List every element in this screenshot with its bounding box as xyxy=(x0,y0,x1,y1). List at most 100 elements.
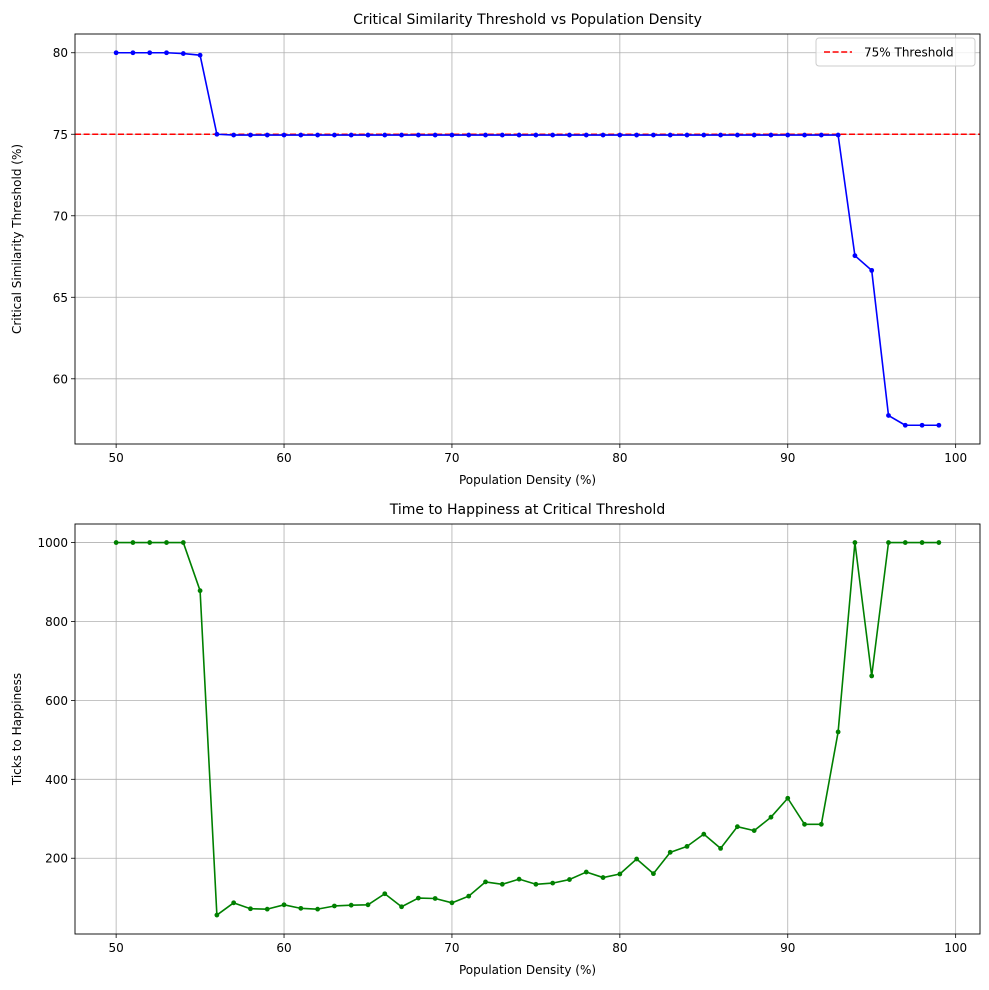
y-axis-label: Critical Similarity Threshold (%) xyxy=(10,144,24,334)
data-point xyxy=(583,132,589,138)
data-point xyxy=(617,132,623,138)
data-point xyxy=(869,267,875,273)
data-point xyxy=(466,893,472,899)
data-point xyxy=(684,132,690,138)
data-point xyxy=(281,902,287,908)
y-tick-label: 75 xyxy=(53,128,68,142)
data-point xyxy=(617,871,623,877)
data-point xyxy=(550,132,556,138)
data-point xyxy=(667,132,673,138)
data-point xyxy=(516,876,522,882)
data-point xyxy=(902,422,908,428)
data-point xyxy=(751,828,757,834)
data-point xyxy=(298,905,304,911)
data-point xyxy=(768,814,774,820)
x-tick-label: 60 xyxy=(276,451,291,465)
x-tick-label: 50 xyxy=(108,941,123,955)
data-point xyxy=(802,132,807,138)
data-point xyxy=(264,132,270,138)
data-point xyxy=(365,132,371,138)
data-point xyxy=(701,132,707,138)
data-point xyxy=(399,132,404,138)
data-point xyxy=(684,843,690,849)
x-tick-label: 100 xyxy=(944,941,967,955)
x-tick-label: 60 xyxy=(276,941,291,955)
data-point xyxy=(399,904,404,910)
x-tick-label: 90 xyxy=(780,451,795,465)
data-point xyxy=(113,540,119,545)
data-point xyxy=(231,132,237,138)
x-tick-label: 80 xyxy=(612,451,627,465)
data-point xyxy=(651,132,656,138)
data-point xyxy=(818,821,824,827)
data-point xyxy=(818,132,824,138)
data-point xyxy=(130,540,136,545)
data-point xyxy=(365,902,371,908)
data-point xyxy=(651,871,656,877)
data-point xyxy=(130,50,136,56)
data-point xyxy=(667,849,673,855)
data-point xyxy=(802,821,807,827)
data-point xyxy=(147,540,153,545)
data-point xyxy=(634,856,640,862)
chart-title: Critical Similarity Threshold vs Populat… xyxy=(353,12,702,28)
data-point xyxy=(835,729,841,735)
data-point xyxy=(180,540,186,545)
x-tick-label: 80 xyxy=(612,941,627,955)
y-tick-label: 60 xyxy=(53,372,68,386)
data-point xyxy=(483,132,488,138)
y-axis-label: Ticks to Happiness xyxy=(10,673,24,786)
data-point xyxy=(785,795,791,801)
data-point xyxy=(718,132,723,138)
data-point xyxy=(533,881,539,887)
data-point xyxy=(734,824,740,830)
data-point xyxy=(869,673,875,679)
data-point xyxy=(415,132,421,138)
data-point xyxy=(718,845,723,851)
data-point xyxy=(415,895,421,901)
data-point xyxy=(499,881,505,887)
data-point xyxy=(248,132,253,138)
data-point xyxy=(919,540,925,545)
axes-frame xyxy=(74,523,981,935)
x-axis-label: Population Density (%) xyxy=(459,473,596,487)
data-point xyxy=(768,132,774,138)
legend: 75% Threshold xyxy=(815,37,976,67)
y-tick-label: 70 xyxy=(53,209,68,223)
data-point xyxy=(197,588,203,594)
data-point xyxy=(852,253,858,259)
data-point xyxy=(886,540,891,545)
y-tick-label: 80 xyxy=(53,46,68,60)
y-tick-label: 600 xyxy=(45,694,68,708)
data-point xyxy=(281,132,287,138)
data-point xyxy=(214,912,220,918)
data-point xyxy=(264,906,270,912)
data-point xyxy=(147,50,153,56)
chart-title: Time to Happiness at Critical Threshold xyxy=(389,502,665,518)
chart-critical-threshold: 50 60 70 80 90 100 60 65 70 75 80 Critical Similari… xyxy=(10,12,981,487)
data-point xyxy=(583,869,589,875)
data-point xyxy=(332,903,337,909)
x-tick-label: 100 xyxy=(944,451,967,465)
data-point xyxy=(567,877,572,882)
y-tick-label: 65 xyxy=(53,291,68,305)
data-point xyxy=(449,900,455,906)
data-point xyxy=(113,50,119,56)
data-point xyxy=(516,132,522,138)
data-point xyxy=(886,413,891,418)
y-tick-label: 200 xyxy=(45,852,68,866)
data-point xyxy=(231,900,237,906)
data-point xyxy=(499,132,505,138)
y-tick-label: 400 xyxy=(45,773,68,787)
legend-label: 75% Threshold xyxy=(864,46,954,60)
data-point xyxy=(600,875,606,880)
data-point xyxy=(348,132,354,138)
series-line xyxy=(116,541,939,916)
data-point xyxy=(164,50,169,56)
legend-box xyxy=(815,37,976,67)
data-point xyxy=(164,540,169,545)
data-point xyxy=(348,902,354,908)
x-tick-label: 90 xyxy=(780,941,795,955)
